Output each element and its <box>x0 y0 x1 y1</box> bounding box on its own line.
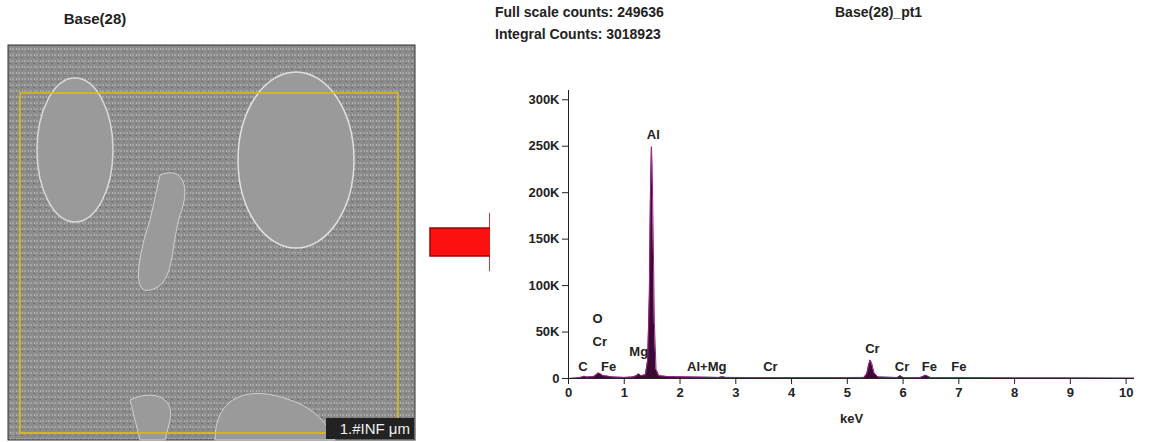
svg-text:C: C <box>578 359 588 374</box>
svg-text:150K: 150K <box>528 231 560 246</box>
svg-text:Fe: Fe <box>951 359 966 374</box>
svg-text:Al: Al <box>647 127 660 142</box>
svg-text:1.#INF μm: 1.#INF μm <box>340 420 410 437</box>
svg-text:Al+Mg: Al+Mg <box>687 359 726 374</box>
svg-text:0: 0 <box>552 371 559 386</box>
svg-text:250K: 250K <box>528 138 560 153</box>
svg-text:300K: 300K <box>528 92 560 107</box>
svg-text:Mg: Mg <box>629 344 648 359</box>
html-text:Base(28)_pt1: Base(28)_pt1 <box>835 4 923 20</box>
svg-text:9: 9 <box>1067 385 1074 400</box>
svg-text:200K: 200K <box>528 185 560 200</box>
svg-text:5: 5 <box>844 385 851 400</box>
svg-text:1: 1 <box>621 385 628 400</box>
svg-text:O: O <box>592 311 602 326</box>
svg-text:4: 4 <box>788 385 796 400</box>
svg-text:Cr: Cr <box>763 359 777 374</box>
svg-text:Cr: Cr <box>895 359 909 374</box>
svg-text:6: 6 <box>899 385 906 400</box>
svg-text:10: 10 <box>1119 385 1133 400</box>
svg-text:0: 0 <box>565 385 572 400</box>
svg-text:2: 2 <box>676 385 683 400</box>
svg-text:8: 8 <box>1011 385 1018 400</box>
svg-text:Base(28): Base(28) <box>64 10 127 27</box>
svg-text:100K: 100K <box>528 278 560 293</box>
svg-text:Cr: Cr <box>593 333 607 348</box>
html-text:Integral Counts: 3018923: Integral Counts: 3018923 <box>495 26 661 42</box>
svg-text:keV: keV <box>840 411 863 426</box>
svg-text:Fe: Fe <box>601 359 616 374</box>
svg-text:Cr: Cr <box>865 341 879 356</box>
svg-text:50K: 50K <box>536 324 560 339</box>
html-text:Full scale counts: 249636: Full scale counts: 249636 <box>495 4 664 20</box>
svg-text:Fe: Fe <box>922 359 937 374</box>
svg-text:7: 7 <box>955 385 962 400</box>
svg-text:3: 3 <box>732 385 739 400</box>
